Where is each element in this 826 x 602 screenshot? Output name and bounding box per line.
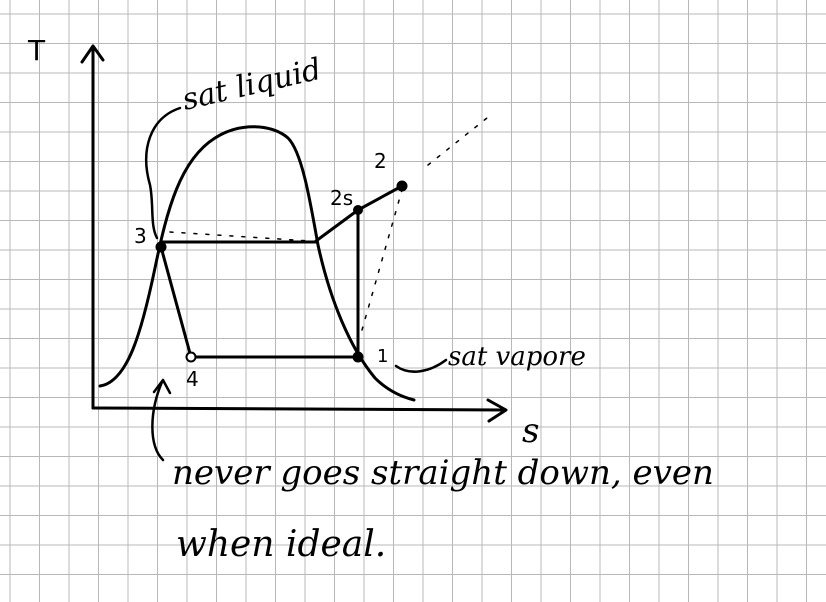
- line-3-to-4: [159, 245, 193, 359]
- label-point-1: 1: [377, 346, 388, 367]
- cycle: [159, 184, 404, 359]
- x-axis-label: s: [522, 411, 539, 451]
- label-point-3: 3: [134, 224, 147, 248]
- sat-liquid-pointer: [145, 106, 182, 240]
- label-point-2: 2: [374, 149, 387, 173]
- label-point-2s: 2s: [330, 186, 353, 210]
- point-2: [396, 180, 408, 192]
- point-4: [185, 351, 197, 363]
- annotation-arrow-icon: [151, 378, 172, 462]
- x-axis: [91, 406, 507, 412]
- label-point-4: 4: [186, 367, 199, 391]
- note-line-1: never goes straight down, even: [172, 453, 714, 493]
- y-axis-arrow-icon: [80, 44, 105, 64]
- line-2s-to-dome: [314, 208, 360, 243]
- dotted-line-1-to-2: [361, 189, 403, 331]
- x-axis-arrow-icon: [486, 398, 508, 423]
- line-2s-to-2: [356, 184, 404, 212]
- sat-vapor-pointer: [394, 358, 448, 373]
- dotted-lines: [169, 113, 493, 331]
- sat-liquid-label: sat liquid: [179, 52, 325, 118]
- dotted-extension-right: [427, 113, 493, 166]
- y-axis-label: T: [27, 34, 46, 67]
- point-3: [155, 241, 167, 253]
- sat-vapor-label: sat vapore: [448, 342, 586, 372]
- note-line-2: when ideal.: [176, 524, 386, 565]
- state-points: [155, 180, 408, 363]
- axes: [80, 44, 508, 423]
- dotted-line-top: [169, 231, 311, 242]
- point-1: [352, 351, 364, 363]
- point-2s: [353, 205, 363, 215]
